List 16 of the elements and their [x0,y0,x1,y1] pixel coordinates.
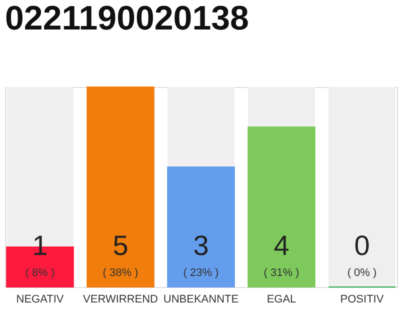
data-label: 5 [112,230,128,261]
data-label: 1 [32,230,48,261]
annotation: ( 8% ) [25,267,55,279]
annotation: ( 23% ) [183,267,219,279]
annotation: ( 31% ) [264,267,300,279]
data-label: 3 [193,230,209,261]
data-label: 0 [354,230,370,261]
x-tick-label: NEGATIV [16,294,64,306]
annotation: ( 38% ) [102,267,138,279]
x-tick-label: EGAL [266,294,296,306]
x-tick-label: VERWIRREND [83,294,158,306]
chart-title: 0221190020138 [5,0,249,38]
annotation: ( 0% ) [347,267,377,279]
data-label: 4 [274,230,290,261]
x-tick-label: UNBEKANNTE [163,294,239,306]
x-tick-label: POSITIV [340,294,384,306]
